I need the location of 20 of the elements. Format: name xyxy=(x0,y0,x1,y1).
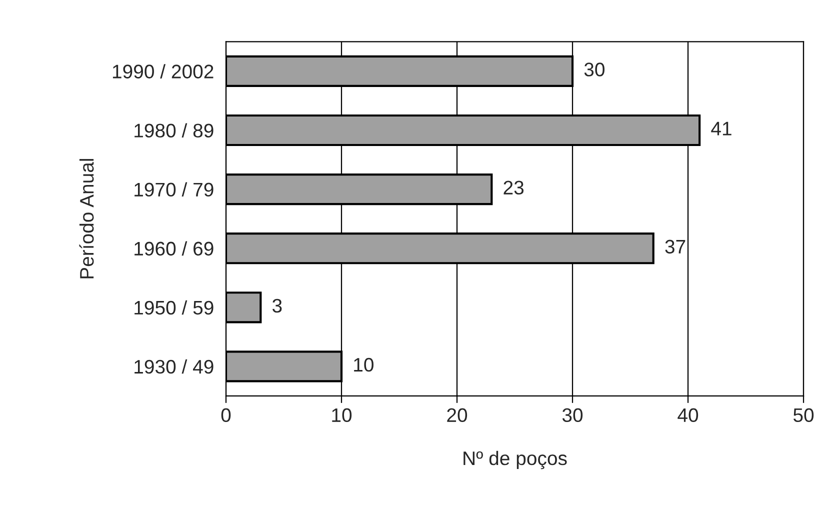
x-tick-label: 40 xyxy=(678,408,698,422)
y-tick-label: 1970 / 79 xyxy=(134,182,214,197)
y-tick-label: 1960 / 69 xyxy=(134,241,214,256)
x-tick-label: 30 xyxy=(562,408,583,422)
data-label: 37 xyxy=(665,240,686,254)
y-axis-title: Período Anual xyxy=(79,159,94,278)
y-tick-label: 1930 / 49 xyxy=(134,359,214,374)
x-tick-label: 0 xyxy=(221,408,231,422)
x-tick-label: 10 xyxy=(332,408,352,422)
data-label: 10 xyxy=(354,358,374,372)
y-tick-label: 1980 / 89 xyxy=(134,123,214,138)
data-label: 23 xyxy=(504,180,524,195)
y-tick-label: 1950 / 59 xyxy=(134,300,214,315)
data-label: 41 xyxy=(711,122,732,136)
x-tick-label: 50 xyxy=(793,408,814,422)
x-tick-label: 20 xyxy=(447,408,468,422)
y-tick-label: 1990 / 2002 xyxy=(112,64,214,78)
data-label: 30 xyxy=(584,62,604,76)
x-axis-title: Nº de poços xyxy=(464,450,567,470)
data-label: 3 xyxy=(272,298,282,313)
